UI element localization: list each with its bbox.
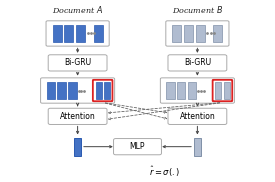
Bar (224, 82, 230, 99)
Bar (194, 138, 201, 156)
Bar (64, 25, 73, 42)
FancyBboxPatch shape (46, 21, 109, 46)
Bar (74, 138, 81, 156)
Bar (46, 82, 55, 99)
Bar (184, 25, 193, 42)
Text: Attention: Attention (60, 112, 95, 121)
Bar (57, 82, 66, 99)
Text: Document $A$: Document $A$ (52, 4, 103, 15)
FancyBboxPatch shape (48, 108, 107, 124)
Bar (177, 82, 185, 99)
Bar (196, 25, 205, 42)
Bar (68, 82, 76, 99)
Bar (172, 25, 181, 42)
Bar (188, 82, 196, 99)
Bar (76, 25, 85, 42)
FancyBboxPatch shape (160, 78, 234, 103)
Bar (215, 82, 221, 99)
FancyBboxPatch shape (114, 139, 161, 155)
FancyBboxPatch shape (168, 55, 227, 71)
Text: MLP: MLP (130, 142, 145, 151)
Bar (213, 25, 222, 42)
Text: Bi-GRU: Bi-GRU (184, 58, 211, 67)
FancyBboxPatch shape (166, 21, 229, 46)
FancyBboxPatch shape (48, 55, 107, 71)
Bar (166, 82, 175, 99)
Text: Bi-GRU: Bi-GRU (64, 58, 91, 67)
Bar (104, 82, 110, 99)
Text: Document $B$: Document $B$ (172, 4, 223, 15)
Bar (94, 25, 103, 42)
Text: $\hat{r} = \sigma(.)$: $\hat{r} = \sigma(.)$ (149, 164, 180, 179)
Text: Attention: Attention (180, 112, 215, 121)
FancyBboxPatch shape (168, 108, 227, 124)
Bar (53, 25, 62, 42)
Bar (96, 82, 101, 99)
FancyBboxPatch shape (41, 78, 115, 103)
